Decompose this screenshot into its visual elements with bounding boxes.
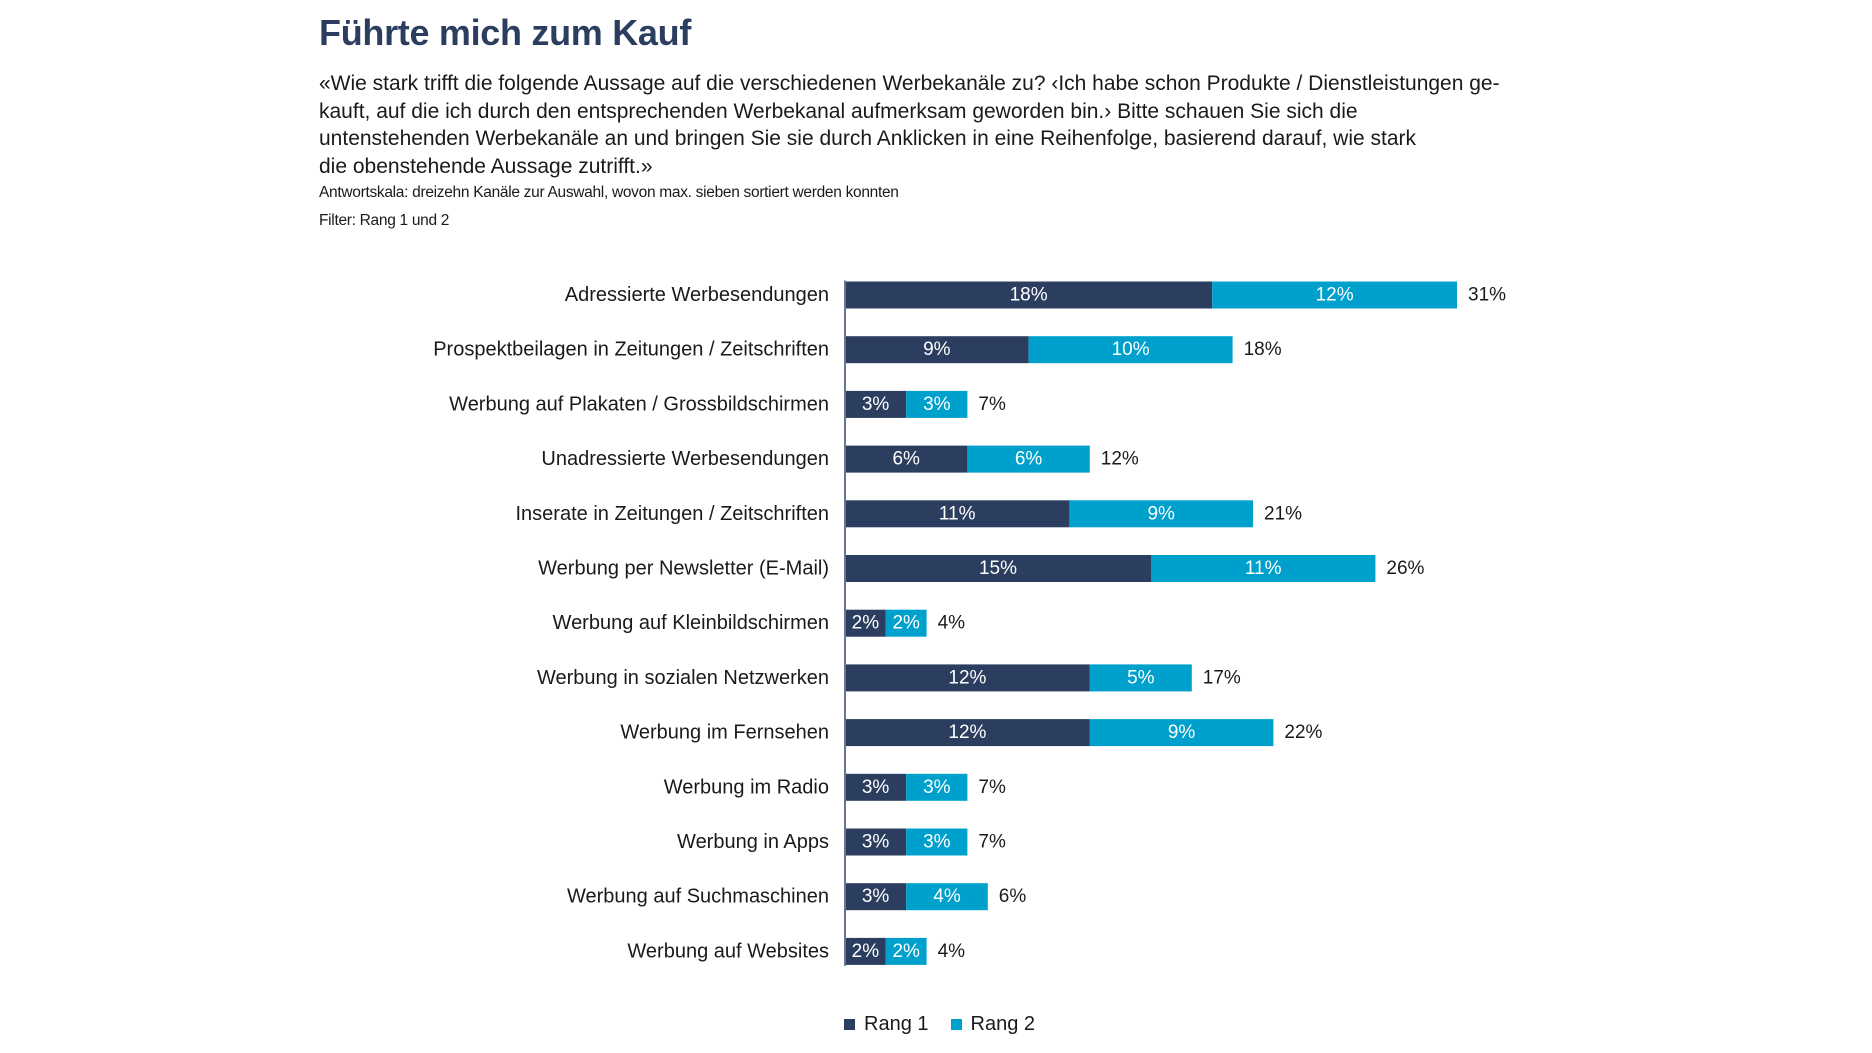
segment-value-label: 2% [892,613,920,634]
segment-value-label: 18% [1010,285,1048,306]
filter-note: Filter: Rang 1 und 2 [319,212,450,229]
category-label: Werbung auf Plakaten / Grossbildschirmen [449,393,829,415]
question-line: «Wie stark trifft die folgende Aussage a… [319,72,1500,95]
category-label: Werbung per Newsletter (E-Mail) [538,558,829,580]
total-value-label: 7% [978,832,1006,853]
legend-label-rang-2: Rang 2 [970,1013,1036,1035]
bar-segment-rang-1 [845,828,907,856]
bar-segment-rang-1 [845,937,886,965]
bar-segment-rang-2 [1069,500,1253,528]
legend-item-rang-1: Rang 1 [844,1013,929,1036]
category-label: Inserate in Zeitungen / Zeitschriften [516,503,830,525]
bar-segment-rang-1 [845,883,907,911]
bar-segment-rang-1 [845,281,1213,309]
total-value-label: 4% [938,941,966,962]
segment-value-label: 6% [892,449,920,470]
chart-title: Führte mich zum Kauf [319,12,692,53]
total-value-label: 21% [1264,503,1302,524]
bar-segment-rang-1 [845,500,1070,528]
category-label: Werbung in Apps [677,831,829,853]
bar-segment-rang-1 [845,390,907,418]
segment-value-label: 3% [923,777,951,798]
segment-value-label: 2% [892,941,920,962]
segment-value-label: 3% [862,832,890,853]
bar-segment-rang-1 [845,773,907,801]
total-value-label: 7% [978,777,1006,798]
segment-value-label: 3% [862,394,890,415]
total-value-label: 4% [938,613,966,634]
bar-segment-rang-2 [1028,336,1233,364]
bar-segment-rang-1 [845,445,968,473]
bar-segment-rang-2 [1212,281,1457,309]
segment-value-label: 4% [933,886,961,907]
legend-item-rang-2: Rang 2 [950,1013,1036,1036]
total-value-label: 18% [1244,339,1282,360]
total-value-label: 17% [1203,667,1241,688]
category-label: Werbung auf Kleinbildschirmen [553,612,829,634]
segment-value-label: 2% [852,613,880,634]
survey-question: «Wie stark trifft die folgende Aussage a… [319,70,1500,181]
category-label: Werbung auf Suchmaschinen [567,886,829,908]
bar-segment-rang-2 [1151,555,1376,582]
segment-value-label: 11% [939,503,976,524]
category-label: Werbung auf Websites [627,940,829,962]
total-value-label: 7% [978,394,1006,415]
legend-swatch-rang-2 [950,1019,962,1030]
category-label: Unadressierte Werbesendungen [541,448,829,470]
bar-segment-rang-2 [885,937,927,965]
bar-segment-rang-1 [845,719,1090,747]
segment-value-label: 3% [862,886,890,907]
chart-legend: Rang 1 Rang 2 [844,1013,1057,1036]
segment-value-label: 12% [948,722,986,743]
category-label: Werbung im Fernsehen [620,722,829,744]
bar-segment-rang-2 [967,445,1090,473]
segment-value-label: 11% [1245,558,1282,579]
bar-segment-rang-2 [906,773,968,801]
segment-value-label: 3% [923,394,951,415]
segment-value-label: 3% [862,777,890,798]
bar-segment-rang-1 [845,555,1151,582]
segment-value-label: 9% [1168,722,1196,743]
question-line: untenstehenden Werbekanäle an und bringe… [319,127,1417,151]
segment-value-label: 9% [1147,503,1175,524]
category-label: Werbung in sozialen Netzwerken [537,667,829,689]
bar-segment-rang-1 [845,336,1029,364]
total-value-label: 12% [1101,449,1139,470]
question-line: kauft, auf die ich durch den entsprechen… [319,99,1358,123]
bar-segment-rang-2 [885,609,927,637]
category-label: Werbung im Radio [664,776,829,798]
bar-segment-rang-1 [845,609,886,637]
bar-segment-rang-1 [845,664,1090,692]
segment-value-label: 10% [1112,339,1150,360]
total-value-label: 22% [1284,722,1322,743]
bar-segment-rang-2 [1089,664,1192,692]
category-label: Adressierte Werbesendungen [565,284,829,306]
bar-segment-rang-2 [906,390,968,418]
bar-segment-rang-2 [1089,719,1274,747]
segment-value-label: 5% [1127,667,1155,688]
category-label: Prospektbeilagen in Zeitungen / Zeitschr… [433,339,829,361]
segment-value-label: 9% [923,339,951,360]
total-value-label: 26% [1386,558,1424,579]
legend-label-rang-1: Rang 1 [864,1013,929,1035]
segment-value-label: 12% [1316,285,1354,306]
bar-segment-rang-2 [906,828,968,856]
segment-value-label: 6% [1015,449,1043,470]
question-line: die obenstehende Aussage zutrifft.» [319,155,653,179]
bar-segment-rang-2 [906,883,988,911]
legend-swatch-rang-1 [844,1019,855,1030]
segment-value-label: 12% [948,667,986,688]
segment-value-label: 3% [923,832,951,853]
answer-scale-note: Antwortskala: dreizehn Kanäle zur Auswah… [319,184,899,201]
segment-value-label: 2% [852,941,880,962]
total-value-label: 6% [999,886,1027,907]
total-value-label: 31% [1468,285,1506,306]
segment-value-label: 15% [979,558,1017,579]
